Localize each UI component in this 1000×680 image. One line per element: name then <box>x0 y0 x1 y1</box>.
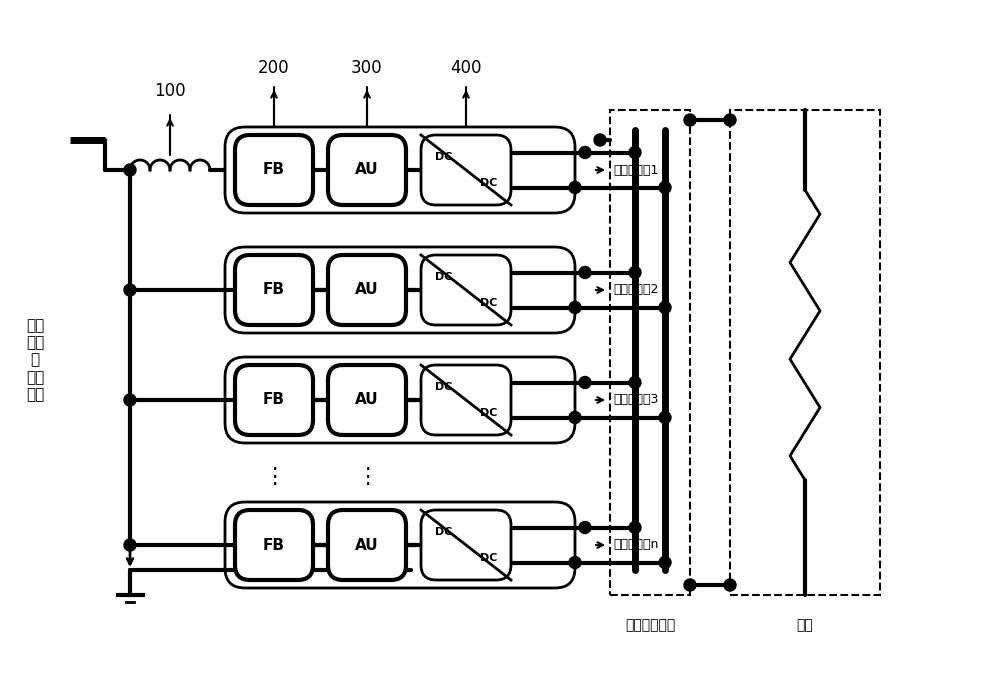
Circle shape <box>629 146 641 158</box>
FancyBboxPatch shape <box>328 510 406 580</box>
Circle shape <box>659 556 671 568</box>
Circle shape <box>629 267 641 279</box>
Text: 子模块电路1: 子模块电路1 <box>613 163 658 177</box>
Circle shape <box>579 377 591 388</box>
FancyBboxPatch shape <box>235 510 313 580</box>
FancyBboxPatch shape <box>225 502 575 588</box>
Circle shape <box>569 182 581 194</box>
Text: 子模块电路n: 子模块电路n <box>613 539 658 551</box>
Text: 400: 400 <box>450 59 482 77</box>
Text: AU: AU <box>355 163 379 177</box>
Text: ⋮: ⋮ <box>356 468 378 488</box>
Text: FB: FB <box>263 537 285 552</box>
Text: 100: 100 <box>154 82 186 100</box>
FancyBboxPatch shape <box>328 135 406 205</box>
Circle shape <box>124 539 136 551</box>
Circle shape <box>569 556 581 568</box>
Text: 子模块电路3: 子模块电路3 <box>613 394 658 407</box>
Text: 300: 300 <box>351 59 383 77</box>
Text: DC: DC <box>480 553 497 562</box>
FancyBboxPatch shape <box>235 135 313 205</box>
Text: 子模块电路2: 子模块电路2 <box>613 284 658 296</box>
FancyBboxPatch shape <box>235 365 313 435</box>
Text: AU: AU <box>355 537 379 552</box>
FancyBboxPatch shape <box>225 127 575 213</box>
FancyBboxPatch shape <box>328 365 406 435</box>
FancyBboxPatch shape <box>235 255 313 325</box>
Circle shape <box>684 114 696 126</box>
Text: DC: DC <box>480 177 497 188</box>
Text: FB: FB <box>263 392 285 407</box>
Text: AU: AU <box>355 392 379 407</box>
Circle shape <box>579 267 591 279</box>
Text: DC: DC <box>435 528 452 537</box>
Text: DC: DC <box>435 382 452 392</box>
Text: 负载: 负载 <box>797 618 813 632</box>
Circle shape <box>124 284 136 296</box>
FancyBboxPatch shape <box>421 365 511 435</box>
FancyBboxPatch shape <box>421 255 511 325</box>
Circle shape <box>659 182 671 194</box>
FancyBboxPatch shape <box>328 255 406 325</box>
Circle shape <box>659 411 671 424</box>
Text: 中压
交流
或
直流
电网: 中压 交流 或 直流 电网 <box>26 318 44 403</box>
FancyBboxPatch shape <box>225 247 575 333</box>
Circle shape <box>659 301 671 313</box>
Text: DC: DC <box>435 152 452 163</box>
FancyBboxPatch shape <box>421 510 511 580</box>
Text: 低压直流电网: 低压直流电网 <box>625 618 675 632</box>
Circle shape <box>569 301 581 313</box>
FancyBboxPatch shape <box>225 357 575 443</box>
Circle shape <box>724 579 736 591</box>
Text: AU: AU <box>355 282 379 297</box>
Text: ⋮: ⋮ <box>263 468 285 488</box>
Circle shape <box>579 146 591 158</box>
Text: DC: DC <box>480 298 497 307</box>
Circle shape <box>579 522 591 534</box>
Circle shape <box>684 579 696 591</box>
FancyBboxPatch shape <box>421 135 511 205</box>
Circle shape <box>569 411 581 424</box>
Text: DC: DC <box>435 273 452 282</box>
Circle shape <box>124 164 136 176</box>
Circle shape <box>594 134 606 146</box>
Text: DC: DC <box>480 407 497 418</box>
Circle shape <box>124 394 136 406</box>
Text: FB: FB <box>263 282 285 297</box>
Text: 200: 200 <box>258 59 290 77</box>
Circle shape <box>724 114 736 126</box>
Circle shape <box>629 522 641 534</box>
Circle shape <box>629 377 641 388</box>
Text: FB: FB <box>263 163 285 177</box>
